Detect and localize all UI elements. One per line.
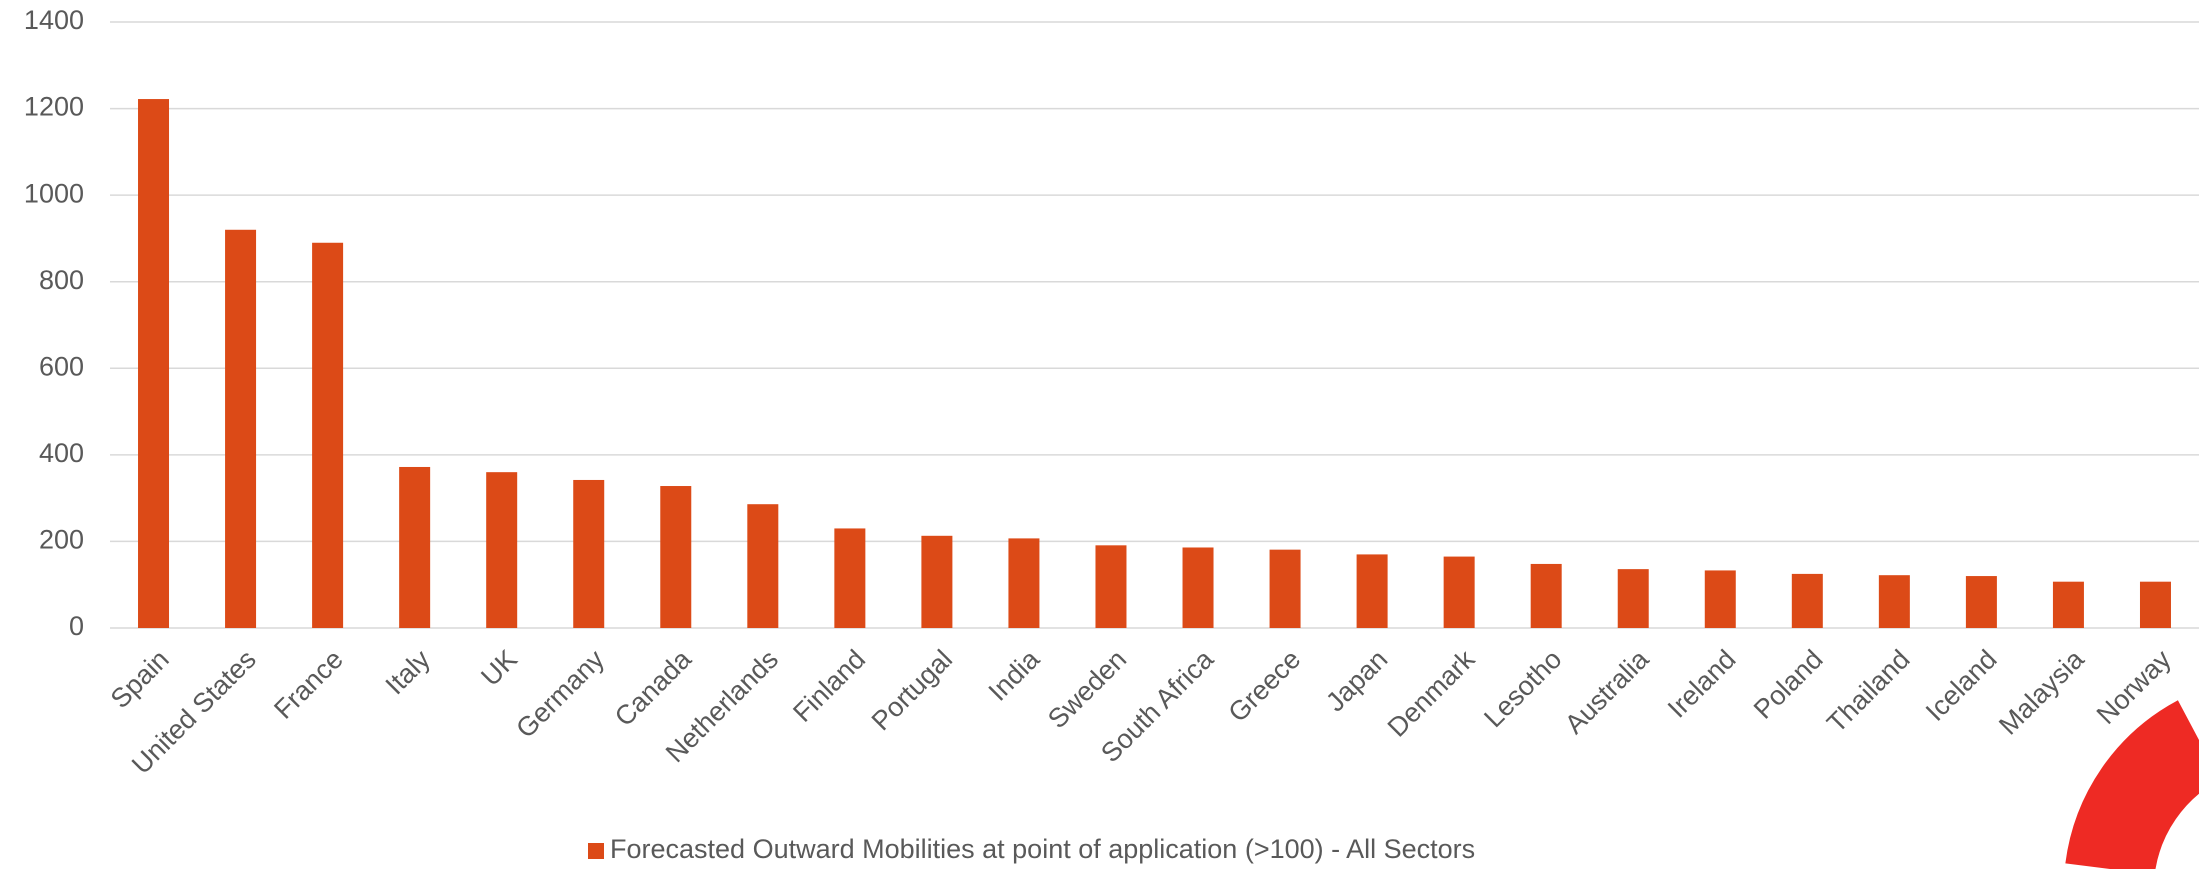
legend-swatch	[588, 843, 604, 859]
bar	[1443, 556, 1475, 628]
y-tick-label: 1200	[24, 92, 84, 122]
bar	[660, 486, 692, 628]
x-tick-label: Lesotho	[1478, 644, 1567, 733]
x-tick-label: Spain	[105, 644, 175, 714]
bar	[1704, 570, 1736, 628]
bar	[1965, 576, 1997, 628]
x-tick-label: Germany	[510, 644, 610, 744]
legend-label: Forecasted Outward Mobilities at point o…	[610, 834, 1475, 864]
x-tick-label: Sweden	[1042, 644, 1132, 734]
bar	[1617, 569, 1649, 628]
bar	[747, 504, 779, 628]
x-tick-label: Italy	[380, 644, 437, 701]
decoration	[2065, 700, 2199, 869]
x-tick-label: Australia	[1559, 643, 1655, 739]
bar	[312, 242, 344, 628]
bar	[225, 229, 257, 628]
bar	[2139, 581, 2171, 628]
x-tick-label: Denmark	[1382, 644, 1481, 743]
bar	[2052, 581, 2084, 628]
x-tick-label: Japan	[1320, 644, 1393, 717]
x-tick-label: India	[983, 643, 1046, 706]
x-tick-label: UK	[475, 644, 523, 692]
x-tick-label: Greece	[1223, 644, 1307, 728]
x-tick-label: Canada	[609, 643, 698, 732]
bar	[486, 472, 518, 628]
y-tick-label: 0	[69, 611, 84, 641]
x-tick-label: Iceland	[1920, 644, 2003, 727]
bar	[399, 466, 431, 628]
bar	[1008, 538, 1040, 628]
bar	[1791, 573, 1823, 628]
y-tick-label: 200	[39, 525, 84, 555]
x-tick-label: Malaysia	[1993, 643, 2090, 740]
y-tick-label: 400	[39, 438, 84, 468]
x-tick-label: France	[268, 644, 349, 725]
bar	[138, 99, 170, 628]
bar	[1530, 563, 1562, 628]
y-tick-label: 1400	[24, 5, 84, 35]
bar	[1269, 549, 1301, 628]
bar	[1095, 545, 1127, 628]
bar	[921, 535, 953, 628]
x-tick-label: Ireland	[1662, 644, 1742, 724]
y-tick-label: 600	[39, 351, 84, 381]
x-tick-label: Finland	[787, 644, 871, 728]
y-tick-label: 800	[39, 265, 84, 295]
x-tick-label: Thailand	[1821, 644, 1915, 738]
bar	[1182, 547, 1214, 628]
bar	[573, 479, 605, 628]
x-tick-label: Poland	[1748, 644, 1829, 725]
bar	[1356, 554, 1388, 628]
y-tick-label: 1000	[24, 178, 84, 208]
bar	[834, 528, 866, 628]
x-tick-label: Portugal	[866, 644, 958, 736]
bar	[1878, 575, 1910, 628]
